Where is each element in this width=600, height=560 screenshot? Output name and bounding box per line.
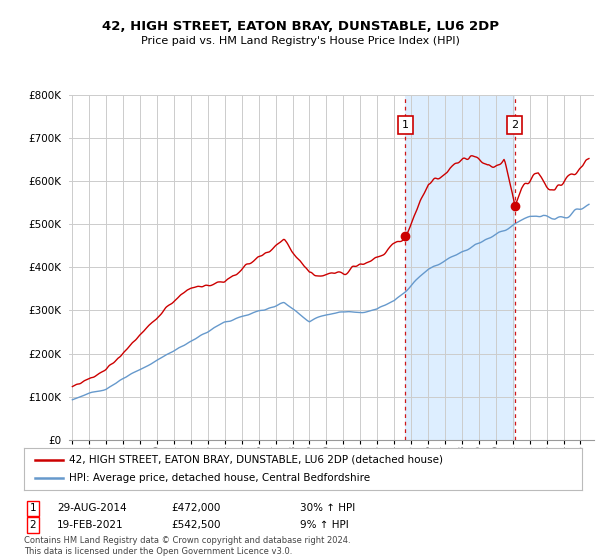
Text: 42, HIGH STREET, EATON BRAY, DUNSTABLE, LU6 2DP: 42, HIGH STREET, EATON BRAY, DUNSTABLE, … [101,20,499,32]
Text: HPI: Average price, detached house, Central Bedfordshire: HPI: Average price, detached house, Cent… [68,473,370,483]
Text: £542,500: £542,500 [171,520,221,530]
Text: 1: 1 [29,503,37,514]
Text: 29-AUG-2014: 29-AUG-2014 [57,503,127,514]
Text: 9% ↑ HPI: 9% ↑ HPI [300,520,349,530]
Bar [406,95,515,440]
Text: Contains HM Land Registry data © Crown copyright and database right 2024.
This d: Contains HM Land Registry data © Crown c… [24,536,350,556]
Text: 1: 1 [402,120,409,130]
Text: 30% ↑ HPI: 30% ↑ HPI [300,503,355,514]
Text: 2: 2 [29,520,37,530]
Text: 19-FEB-2021: 19-FEB-2021 [57,520,124,530]
Text: 2: 2 [511,120,518,130]
Text: 42, HIGH STREET, EATON BRAY, DUNSTABLE, LU6 2DP (detached house): 42, HIGH STREET, EATON BRAY, DUNSTABLE, … [68,455,443,465]
Text: £472,000: £472,000 [171,503,220,514]
Text: Price paid vs. HM Land Registry's House Price Index (HPI): Price paid vs. HM Land Registry's House … [140,36,460,46]
